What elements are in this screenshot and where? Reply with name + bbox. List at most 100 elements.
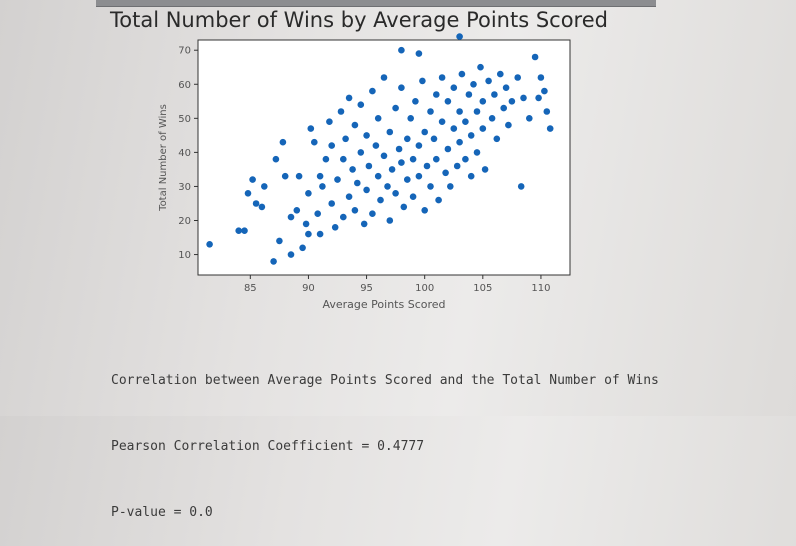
window-top-bar	[96, 0, 656, 7]
data-point	[488, 115, 496, 122]
data-point	[458, 70, 466, 78]
data-point	[386, 128, 394, 136]
x-tick-label: 90	[302, 283, 315, 294]
data-point	[258, 203, 266, 211]
data-point	[467, 132, 475, 139]
data-point	[241, 227, 248, 234]
data-point	[276, 237, 283, 245]
data-point	[328, 200, 336, 207]
data-point	[419, 77, 426, 85]
data-point	[537, 74, 545, 81]
x-tick-label: 110	[531, 283, 550, 294]
data-point	[380, 152, 388, 160]
data-point	[433, 155, 440, 163]
data-point	[374, 172, 382, 180]
data-point	[546, 125, 554, 132]
data-point	[400, 203, 408, 211]
data-point	[319, 183, 326, 190]
output-line-pearson: Pearson Correlation Coefficient = 0.4777	[111, 439, 425, 454]
data-point	[357, 149, 365, 156]
data-point	[392, 190, 399, 197]
data-point	[543, 108, 551, 115]
data-point	[235, 227, 242, 234]
data-point	[409, 155, 417, 163]
data-point	[316, 172, 324, 180]
data-point	[473, 108, 481, 115]
data-point	[272, 155, 280, 163]
data-point	[363, 186, 370, 194]
data-point	[435, 196, 442, 204]
data-point	[520, 94, 527, 102]
data-point	[395, 145, 403, 153]
data-point	[473, 149, 481, 156]
data-point	[479, 125, 487, 132]
data-point	[380, 74, 388, 81]
data-point	[479, 98, 487, 105]
data-point	[404, 176, 411, 183]
y-tick-label: 30	[178, 182, 191, 193]
data-point	[377, 196, 384, 204]
data-point	[421, 128, 429, 136]
data-point	[392, 104, 399, 112]
data-point	[206, 241, 213, 248]
data-point	[398, 84, 405, 91]
data-point	[465, 91, 473, 98]
y-tick-label: 60	[178, 80, 191, 91]
data-point	[444, 145, 452, 153]
data-point	[444, 98, 452, 105]
data-point	[508, 98, 516, 105]
data-point	[531, 53, 539, 61]
data-point	[456, 138, 463, 146]
data-point	[427, 183, 434, 190]
data-point	[295, 172, 303, 180]
data-point	[281, 172, 289, 180]
x-tick-label: 95	[360, 283, 373, 294]
data-point	[349, 166, 356, 173]
data-point	[398, 46, 405, 54]
data-point	[433, 91, 440, 98]
data-point	[337, 108, 345, 115]
data-point	[493, 135, 501, 143]
data-point	[305, 190, 312, 197]
data-point	[505, 121, 512, 129]
data-point	[345, 94, 353, 102]
data-point	[535, 94, 542, 102]
data-point	[363, 132, 370, 139]
data-point	[244, 190, 252, 197]
data-point	[450, 84, 458, 91]
data-point	[500, 104, 508, 112]
data-point	[541, 87, 548, 95]
data-point	[384, 183, 391, 190]
data-point	[502, 84, 510, 91]
data-point	[342, 135, 349, 143]
data-point	[388, 166, 396, 173]
data-point	[360, 220, 368, 228]
data-point	[249, 176, 256, 183]
y-tick-label: 40	[178, 148, 191, 159]
data-point	[331, 224, 339, 231]
data-point	[477, 63, 484, 71]
data-point	[447, 183, 454, 190]
data-point	[415, 142, 423, 149]
data-point	[386, 217, 394, 224]
data-point	[305, 230, 312, 238]
output-line-pvalue: P-value = 0.0	[111, 505, 213, 520]
data-point	[322, 155, 330, 163]
data-point	[334, 176, 341, 183]
data-point	[287, 251, 295, 258]
data-point	[423, 162, 431, 170]
data-point	[369, 210, 376, 217]
data-point	[438, 118, 446, 125]
data-point	[351, 121, 359, 129]
data-point	[453, 162, 461, 170]
data-point	[299, 244, 306, 252]
x-tick-label: 105	[473, 283, 492, 294]
data-point	[252, 200, 260, 207]
data-point	[470, 81, 477, 88]
data-point	[450, 125, 458, 132]
data-point	[357, 101, 365, 108]
data-point	[412, 98, 419, 105]
data-point	[372, 142, 380, 149]
data-point	[427, 108, 434, 115]
data-point	[311, 138, 318, 146]
